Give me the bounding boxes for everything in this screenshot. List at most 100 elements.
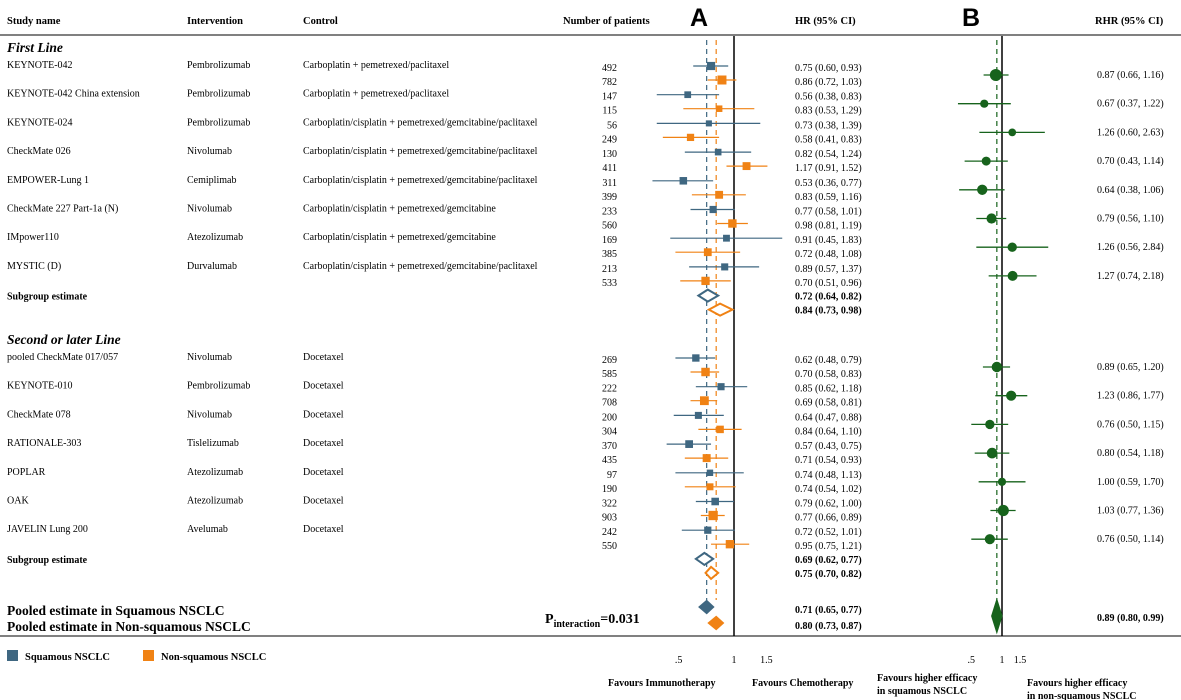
hr-ci-squamous: 0.77 (0.58, 1.01) bbox=[795, 207, 862, 218]
rhr-ci: 0.89 (0.65, 1.20) bbox=[1097, 362, 1164, 373]
study-intervention: Avelumab bbox=[187, 524, 228, 535]
header-study: Study name bbox=[7, 16, 61, 27]
pooled-diamond-squamous bbox=[698, 599, 715, 615]
squamous-point bbox=[706, 469, 714, 477]
study-intervention: Atezolizumab bbox=[187, 232, 243, 243]
pooled-ci-nonsquamous: 0.80 (0.73, 0.87) bbox=[795, 621, 862, 632]
hr-ci-nonsquamous: 0.74 (0.54, 1.02) bbox=[795, 484, 862, 495]
squamous-point bbox=[706, 61, 716, 71]
panel-b-tick-label: 1 bbox=[1000, 655, 1005, 666]
pooled-label-squamous: Pooled estimate in Squamous NSCLC bbox=[7, 603, 225, 618]
patients-squamous: 322 bbox=[602, 499, 617, 510]
hr-ci-nonsquamous: 0.70 (0.58, 0.83) bbox=[795, 369, 862, 380]
pooled-diamond-nonsquamous bbox=[707, 615, 725, 631]
axes-annotations: .5 1 1.5 .5 1 1.5 Favours Immunotherapy Favours… bbox=[608, 655, 1137, 700]
rhr-point bbox=[991, 361, 1003, 373]
squamous-point bbox=[709, 205, 717, 214]
nonsquamous-point bbox=[715, 190, 724, 199]
header-control: Control bbox=[303, 16, 338, 27]
legend-swatch-squamous bbox=[7, 650, 18, 661]
rhr-point bbox=[980, 99, 989, 108]
nonsquamous-point bbox=[715, 105, 723, 112]
rhr-ci: 1.26 (0.60, 2.63) bbox=[1097, 127, 1164, 138]
panel-a-label: A bbox=[690, 4, 708, 32]
panel-b-xlabel-left: Favours higher efficacy in squamous NSCLC bbox=[877, 673, 977, 697]
study-intervention: Nivolumab bbox=[187, 146, 232, 157]
nonsquamous-point bbox=[699, 396, 709, 406]
hr-ci-nonsquamous: 0.77 (0.66, 0.89) bbox=[795, 513, 862, 524]
legend-swatch-nonsquamous bbox=[143, 650, 154, 661]
squamous-point bbox=[692, 354, 700, 362]
panel-a-xlabel-left: Favours Immunotherapy bbox=[608, 678, 716, 689]
hr-ci-squamous: 0.91 (0.45, 1.83) bbox=[795, 235, 862, 246]
subgroup-ci-nonsquamous: 0.75 (0.70, 0.82) bbox=[795, 569, 862, 580]
rhr-point bbox=[985, 419, 995, 430]
section-title: First Line bbox=[6, 40, 63, 55]
hr-ci-nonsquamous: 0.70 (0.51, 0.96) bbox=[795, 278, 862, 289]
p-interaction: Pinteraction=0.031 bbox=[545, 612, 640, 630]
nonsquamous-point bbox=[702, 454, 711, 463]
nonsquamous-point bbox=[742, 162, 751, 171]
rhr-ci: 0.70 (0.43, 1.14) bbox=[1097, 156, 1164, 167]
study-name: JAVELIN Lung 200 bbox=[7, 524, 88, 535]
rhr-ci: 0.76 (0.50, 1.14) bbox=[1097, 534, 1164, 545]
nonsquamous-point bbox=[701, 367, 710, 377]
pooled-label-nonsquamous: Pooled estimate in Non-squamous NSCLC bbox=[7, 619, 251, 634]
panel-a-tick-label: 1 bbox=[732, 655, 737, 666]
patients-nonsquamous: 115 bbox=[602, 106, 617, 117]
study-control: Carboplatin/cisplatin + pemetrexed/gemci… bbox=[303, 261, 538, 272]
panel-a-tick-label: .5 bbox=[675, 655, 683, 666]
header-patients: Number of patients bbox=[563, 16, 650, 27]
study-intervention: Atezolizumab bbox=[187, 496, 243, 507]
subgroup-label: Subgroup estimate bbox=[7, 292, 88, 303]
patients-nonsquamous: 708 bbox=[602, 398, 617, 409]
patients-squamous: 492 bbox=[602, 63, 617, 74]
hr-ci-squamous: 0.75 (0.60, 0.93) bbox=[795, 63, 862, 74]
header-intervention: Intervention bbox=[187, 16, 243, 27]
rhr-ci: 1.23 (0.86, 1.77) bbox=[1097, 391, 1164, 402]
study-intervention: Pembrolizumab bbox=[187, 117, 250, 128]
patients-nonsquamous: 190 bbox=[602, 484, 617, 495]
study-name: OAK bbox=[7, 496, 29, 507]
panel-b-tick-label: 1.5 bbox=[1014, 655, 1027, 666]
study-name: RATIONALE-303 bbox=[7, 438, 81, 449]
hr-ci-squamous: 0.64 (0.47, 0.88) bbox=[795, 412, 862, 423]
hr-ci-nonsquamous: 0.69 (0.58, 0.81) bbox=[795, 398, 862, 409]
patients-nonsquamous: 585 bbox=[602, 369, 617, 380]
study-intervention: Atezolizumab bbox=[187, 467, 243, 478]
squamous-point bbox=[694, 411, 702, 419]
study-intervention: Pembrolizumab bbox=[187, 89, 250, 100]
study-intervention: Cemiplimab bbox=[187, 175, 236, 186]
subgroup-label: Subgroup estimate bbox=[7, 555, 88, 566]
patients-nonsquamous: 903 bbox=[602, 513, 617, 524]
study-name: MYSTIC (D) bbox=[7, 261, 61, 272]
rhr-point bbox=[1006, 390, 1017, 401]
hr-ci-squamous: 0.74 (0.48, 1.13) bbox=[795, 470, 862, 481]
patients-squamous: 269 bbox=[602, 355, 617, 366]
squamous-point bbox=[711, 497, 719, 506]
nonsquamous-point bbox=[703, 248, 712, 257]
hr-ci-squamous: 0.53 (0.36, 0.77) bbox=[795, 178, 862, 189]
patients-squamous: 242 bbox=[602, 527, 617, 538]
study-control: Carboplatin/cisplatin + pemetrexed/gemci… bbox=[303, 204, 496, 215]
patients-nonsquamous: 550 bbox=[602, 541, 617, 552]
pooled-rhr-ci: 0.89 (0.80, 0.99) bbox=[1097, 613, 1164, 624]
study-control: Docetaxel bbox=[303, 352, 344, 363]
header-rhr: RHR (95% CI) bbox=[1095, 16, 1164, 27]
rhr-ci: 0.80 (0.54, 1.18) bbox=[1097, 448, 1164, 459]
patients-nonsquamous: 411 bbox=[602, 163, 617, 174]
panel-a-xlabel-right: Favours Chemotherapy bbox=[752, 678, 853, 689]
panel-b-label: B bbox=[962, 4, 980, 32]
rhr-point bbox=[1008, 128, 1017, 137]
hr-ci-nonsquamous: 0.84 (0.64, 1.10) bbox=[795, 426, 862, 437]
study-control: Docetaxel bbox=[303, 524, 344, 535]
subgroup-diamond-squamous bbox=[696, 288, 721, 303]
nonsquamous-point bbox=[686, 133, 695, 142]
subgroup-diamond-nonsquamous bbox=[706, 302, 735, 317]
rhr-ci: 0.87 (0.66, 1.16) bbox=[1097, 70, 1164, 81]
study-intervention: Nivolumab bbox=[187, 352, 232, 363]
patients-squamous: 233 bbox=[602, 207, 617, 218]
subgroup-ci-squamous: 0.69 (0.62, 0.77) bbox=[795, 555, 862, 566]
patients-squamous: 200 bbox=[602, 412, 617, 423]
